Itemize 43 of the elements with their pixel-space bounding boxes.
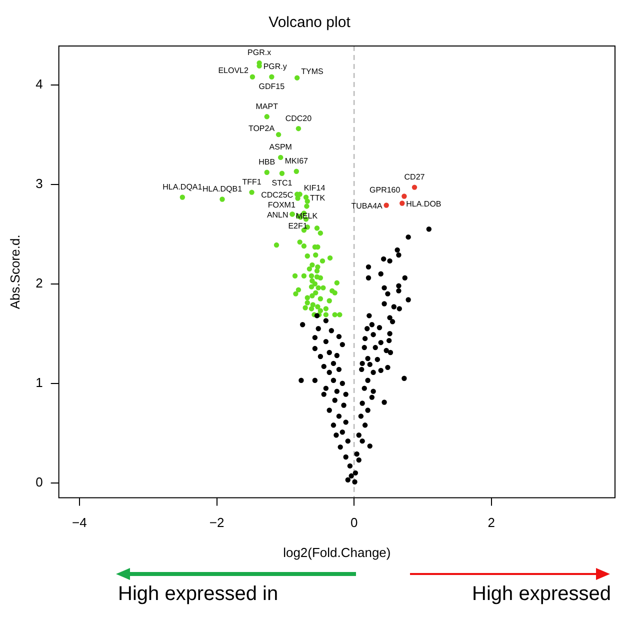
- annotation: PGR.y: [263, 62, 287, 72]
- y-tick-label: 0: [36, 474, 43, 490]
- x-tick-label: 0: [350, 515, 358, 530]
- annotation: CD27: [404, 172, 426, 182]
- annotation: TFF1: [242, 177, 262, 186]
- annotation: GDF15: [258, 82, 286, 92]
- annotation: STC1: [272, 178, 293, 188]
- annotation: KIF14: [304, 183, 326, 192]
- y-tick-label: 3: [36, 176, 43, 191]
- annotation: GPR160: [370, 185, 401, 194]
- annotation: ASPM: [269, 142, 292, 152]
- point: [412, 184, 418, 190]
- annotation: HLA.DQA1: [162, 182, 203, 192]
- annotation: TUBA4A: [351, 201, 384, 210]
- annotation: E2F1: [288, 221, 308, 230]
- x-axis-title: log2(Fold.Change): [283, 544, 391, 560]
- annotation: PGR.x: [248, 48, 272, 58]
- annotation: CDC25C: [261, 190, 294, 200]
- y-axis-title: Abs.Score.d.: [7, 234, 22, 310]
- text: High expressed: [472, 583, 611, 606]
- annotation: FOXM1: [268, 200, 296, 210]
- y-tick-label: 4: [36, 76, 43, 92]
- y-tick-label: 1: [36, 374, 43, 390]
- annotation: TOP2A: [248, 124, 276, 133]
- x-tick-label: −2: [209, 515, 224, 530]
- annotation: ANLN: [266, 210, 289, 220]
- annotation: HLA.DQB1: [202, 184, 243, 194]
- point: [400, 200, 405, 206]
- point: [402, 194, 407, 199]
- y-tick-label: 2: [36, 275, 43, 290]
- annotation: TYMS: [301, 67, 324, 76]
- point: [384, 202, 389, 208]
- annotation: MAPT: [256, 102, 278, 111]
- annotation: HBB: [258, 158, 276, 167]
- annotation: MKI67: [284, 156, 309, 166]
- x-tick-label: 2: [488, 515, 496, 530]
- annotation: HLA.DOB: [406, 199, 442, 208]
- chart-title: Volcano plot: [268, 14, 352, 32]
- annotation: CDC20: [285, 114, 312, 123]
- annotation: TTK: [310, 193, 326, 202]
- x-tick-label: −4: [72, 515, 87, 530]
- annotation: ELOVL2: [218, 66, 250, 76]
- text: High expressed in: [118, 583, 278, 606]
